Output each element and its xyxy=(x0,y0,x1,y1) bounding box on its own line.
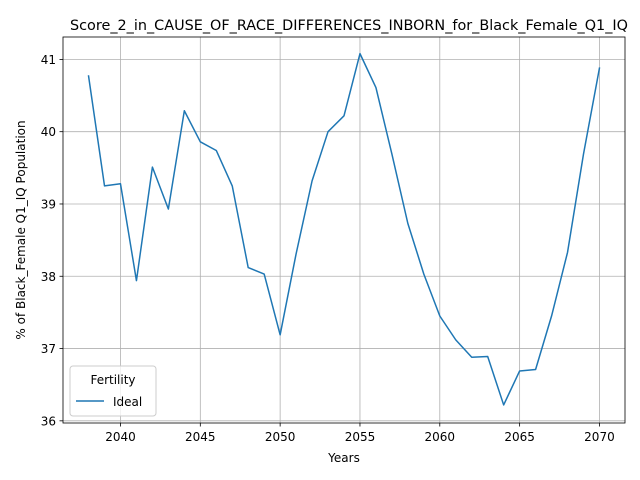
series-line-ideal xyxy=(87,52,601,406)
y-tick-label: 41 xyxy=(41,53,56,67)
y-tick-label: 39 xyxy=(41,197,56,211)
x-tick-label: 2065 xyxy=(504,430,535,444)
y-tick-label: 36 xyxy=(41,414,56,428)
chart-title: Score_2_in_CAUSE_OF_RACE_DIFFERENCES_INB… xyxy=(70,18,628,34)
x-tick-label: 2060 xyxy=(425,430,456,444)
x-tick-label: 2045 xyxy=(185,430,216,444)
legend-label-ideal: Ideal xyxy=(113,395,142,409)
legend-title: Fertility xyxy=(90,373,135,387)
y-axis-ticks: 36 37 38 39 40 41 xyxy=(41,53,63,428)
x-tick-label: 2070 xyxy=(584,430,615,444)
legend: Fertility Ideal xyxy=(69,365,157,417)
legend-box xyxy=(69,365,157,417)
x-tick-label: 2055 xyxy=(345,430,376,444)
x-axis-ticks: 2040 2045 2050 2055 2060 2065 2070 xyxy=(105,423,615,444)
x-tick-label: 2040 xyxy=(105,430,136,444)
x-axis-label: Years xyxy=(327,451,360,465)
x-tick-label: 2050 xyxy=(265,430,296,444)
series-layer xyxy=(87,52,601,406)
y-tick-label: 37 xyxy=(41,342,56,356)
grid-layer xyxy=(63,37,625,423)
plot-area-frame xyxy=(62,36,626,424)
y-axis-label: % of Black_Female Q1_IQ Population xyxy=(14,120,28,339)
y-tick-label: 38 xyxy=(41,270,56,284)
y-tick-label: 40 xyxy=(41,125,56,139)
